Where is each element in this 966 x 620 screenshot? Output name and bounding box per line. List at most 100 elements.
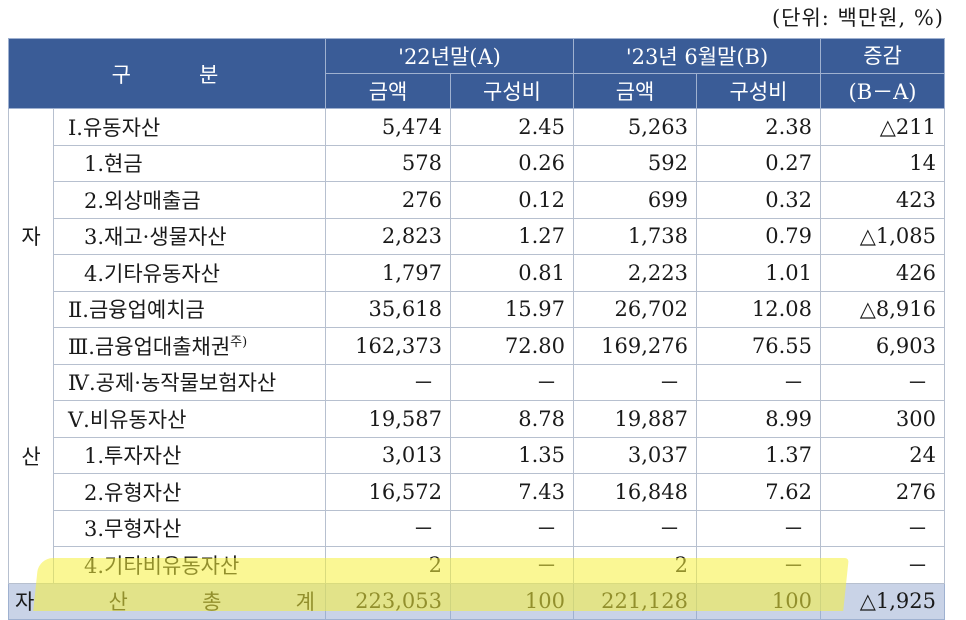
table-row: 2.유형자산 16,572 7.43 16,848 7.62 276 bbox=[9, 473, 946, 511]
b-amount: － bbox=[573, 363, 698, 401]
header-a-amount: 금액 bbox=[325, 73, 452, 109]
a-ratio: － bbox=[450, 363, 575, 401]
change: 300 bbox=[820, 400, 946, 438]
row-label: 2.유형자산 bbox=[52, 473, 327, 511]
b-amount: 5,263 bbox=[573, 108, 698, 146]
change: － bbox=[820, 363, 946, 401]
unit-note: (단위: 백만원, %) bbox=[771, 6, 944, 30]
a-ratio: － bbox=[450, 509, 575, 547]
a-amount: 578 bbox=[325, 144, 452, 182]
header-period-b: '23년 6월말(B) bbox=[573, 38, 822, 74]
table-row: 자 산 Ⅰ.유동자산 5,474 2.45 5,263 2.38 △211 bbox=[8, 108, 946, 584]
table-row: 4.기타비유동자산 2 － 2 － － bbox=[9, 546, 946, 584]
header-period-a: '22년말(A) bbox=[325, 38, 575, 74]
change: △8,916 bbox=[820, 290, 946, 328]
total-change: △1,925 bbox=[820, 582, 946, 620]
a-amount: 16,572 bbox=[325, 473, 452, 511]
side-label-char: 산 bbox=[21, 444, 41, 469]
row-label: Ⅱ.금융업예치금 bbox=[52, 290, 327, 328]
total-a-ratio: 100 bbox=[450, 582, 575, 620]
row-label-text: Ⅲ.금융업대출채권 bbox=[68, 334, 231, 359]
row-label: 4.기타비유동자산 bbox=[52, 546, 327, 584]
b-amount: 1,738 bbox=[573, 217, 698, 255]
total-label-char: 산 bbox=[108, 590, 128, 615]
change: △1,085 bbox=[820, 217, 946, 255]
row-label: 1.투자자산 bbox=[52, 436, 327, 474]
total-row: 자 산 총 계 223,053 100 221,128 100 △1,925 bbox=[7, 582, 946, 620]
total-label-char: 총 bbox=[202, 590, 222, 615]
total-b-amount: 221,128 bbox=[573, 582, 698, 620]
a-ratio: 0.26 bbox=[450, 144, 575, 182]
asset-table: 구 분 '22년말(A) '23년 6월말(B) 증감 금액 구성비 금액 구성… bbox=[7, 38, 946, 620]
b-amount: 3,037 bbox=[573, 436, 698, 474]
row-label: 3.재고·생물자산 bbox=[52, 217, 327, 255]
a-ratio: 0.81 bbox=[450, 254, 575, 292]
table-row: Ⅳ.공제·농작물보험자산 － － － － － bbox=[9, 363, 946, 401]
a-amount: 1,797 bbox=[325, 254, 452, 292]
a-amount: 19,587 bbox=[325, 400, 452, 438]
b-ratio: 1.01 bbox=[696, 254, 822, 292]
header-change: 증감 bbox=[820, 38, 946, 74]
a-amount: 5,474 bbox=[325, 108, 452, 146]
a-amount: 35,618 bbox=[325, 290, 452, 328]
b-ratio: 76.55 bbox=[696, 327, 822, 365]
a-ratio: 0.12 bbox=[450, 181, 575, 219]
row-label: 4.기타유동자산 bbox=[52, 254, 327, 292]
header-change-sub: (B－A) bbox=[820, 73, 946, 109]
a-ratio: 1.35 bbox=[450, 436, 575, 474]
row-label: Ⅰ.유동자산 bbox=[52, 108, 327, 146]
b-ratio: － bbox=[696, 546, 822, 584]
a-amount: 3,013 bbox=[325, 436, 452, 474]
b-ratio: 2.38 bbox=[696, 108, 822, 146]
total-label-char: 자 bbox=[15, 590, 35, 615]
b-ratio: 0.27 bbox=[696, 144, 822, 182]
row-label: Ⅳ.공제·농작물보험자산 bbox=[52, 363, 327, 401]
table-row: 3.무형자산 － － － － － bbox=[9, 509, 946, 547]
side-label-char: 자 bbox=[21, 224, 41, 249]
b-ratio: 0.79 bbox=[696, 217, 822, 255]
a-ratio: 2.45 bbox=[450, 108, 575, 146]
a-ratio: － bbox=[450, 546, 575, 584]
change: － bbox=[820, 546, 946, 584]
row-label: 1.현금 bbox=[52, 144, 327, 182]
b-amount: 19,887 bbox=[573, 400, 698, 438]
table-row: 3.재고·생물자산 2,823 1.27 1,738 0.79 △1,085 bbox=[9, 217, 946, 255]
change: 6,903 bbox=[820, 327, 946, 365]
table-row: 1.현금 578 0.26 592 0.27 14 bbox=[9, 144, 946, 182]
b-ratio: 7.62 bbox=[696, 473, 822, 511]
a-amount: 2,823 bbox=[325, 217, 452, 255]
a-ratio: 8.78 bbox=[450, 400, 575, 438]
b-ratio: － bbox=[696, 363, 822, 401]
footnote-marker: 주) bbox=[230, 334, 248, 350]
row-label: Ⅲ.금융업대출채권주) bbox=[52, 327, 327, 365]
change: 14 bbox=[820, 144, 946, 182]
total-b-ratio: 100 bbox=[696, 582, 822, 620]
a-ratio: 1.27 bbox=[450, 217, 575, 255]
header-category: 구 분 bbox=[7, 38, 327, 109]
total-label: 자 산 총 계 bbox=[7, 582, 327, 620]
row-label: 2.외상매출금 bbox=[52, 181, 327, 219]
table-row: 2.외상매출금 276 0.12 699 0.32 423 bbox=[9, 181, 946, 219]
total-a-amount: 223,053 bbox=[325, 582, 452, 620]
row-label: Ⅴ.비유동자산 bbox=[52, 400, 327, 438]
header-b-amount: 금액 bbox=[573, 73, 698, 109]
b-amount: 2,223 bbox=[573, 254, 698, 292]
header-b-ratio: 구성비 bbox=[696, 73, 822, 109]
a-amount: 2 bbox=[325, 546, 452, 584]
total-label-char: 계 bbox=[295, 590, 315, 615]
table-row: 1.투자자산 3,013 1.35 3,037 1.37 24 bbox=[9, 436, 946, 474]
a-ratio: 72.80 bbox=[450, 327, 575, 365]
a-amount: 162,373 bbox=[325, 327, 452, 365]
change: 276 bbox=[820, 473, 946, 511]
b-ratio: 1.37 bbox=[696, 436, 822, 474]
a-amount: 276 bbox=[325, 181, 452, 219]
b-amount: 2 bbox=[573, 546, 698, 584]
a-ratio: 15.97 bbox=[450, 290, 575, 328]
b-amount: 169,276 bbox=[573, 327, 698, 365]
change: 426 bbox=[820, 254, 946, 292]
b-ratio: 12.08 bbox=[696, 290, 822, 328]
table-row: Ⅴ.비유동자산 19,587 8.78 19,887 8.99 300 bbox=[9, 400, 946, 438]
change: 24 bbox=[820, 436, 946, 474]
header-a-ratio: 구성비 bbox=[450, 73, 575, 109]
table-row: 4.기타유동자산 1,797 0.81 2,223 1.01 426 bbox=[9, 254, 946, 292]
